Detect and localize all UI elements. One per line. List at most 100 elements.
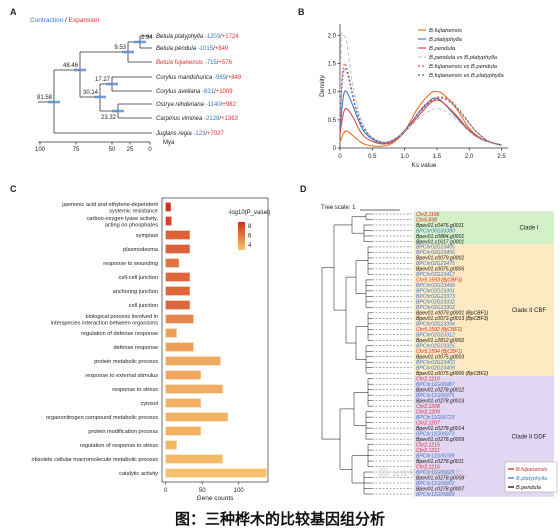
go-bar: [165, 244, 190, 254]
gene-leaf-label: Bpev01.c0278.g0007: [416, 486, 464, 492]
taxon-expansion: +1009: [216, 89, 234, 95]
clade-background: [414, 244, 554, 376]
species-legend-label: B.platyphylla: [516, 476, 547, 482]
gene-leaf-label: Bpev01.c0278.g0008: [416, 475, 464, 481]
go-colorbar: [238, 222, 245, 250]
go-bar: [165, 202, 171, 212]
time-axis-tick-label: 75: [73, 147, 80, 153]
taxon-name: Betula platyphylla: [156, 34, 205, 40]
clade-label: Clade I: [519, 226, 538, 232]
ks-x-tick-label: 0: [338, 154, 342, 160]
ks-x-tick-label: 0.5: [368, 154, 377, 160]
gene-leaf-label: BPChr11G06973: [416, 431, 455, 437]
gene-leaf-label: BPChr02G23394: [416, 322, 455, 328]
gene-leaf-label: Chr2.1208: [416, 404, 440, 410]
go-category-label: protein modification process: [88, 429, 158, 435]
go-category-label: interspecies interaction between organis…: [51, 320, 158, 326]
go-category-label: obsolete cellular macromolecule metaboli…: [31, 457, 158, 463]
go-category-label: jasmonic acid and ethylene-dependent: [61, 202, 158, 208]
gene-leaf-label: BPChr11G06987: [416, 382, 455, 388]
taxon-expansion: +982: [222, 102, 236, 108]
gene-leaf-label: BPChr02G23325: [416, 344, 455, 350]
node-age-label: 9.53: [114, 45, 126, 51]
go-bar: [165, 328, 177, 338]
taxon-name: Betula fujianensis: [156, 60, 205, 66]
taxon-separator: /: [217, 60, 219, 66]
go-bar: [165, 342, 194, 352]
watermark-text: 公众号 · 中国科学院...: [392, 468, 470, 478]
gene-leaf-label: BPChr02G23312: [416, 333, 455, 339]
go-category-label: regulation of response to stress: [80, 443, 158, 449]
taxon-expansion: +849: [215, 46, 229, 52]
go-category-label: protein metabolic process: [94, 359, 158, 365]
go-bar: [165, 216, 172, 226]
taxon-expansion: +576: [218, 60, 232, 66]
time-axis-tick-label: 100: [35, 147, 46, 153]
go-bar: [165, 384, 223, 394]
gene-leaf-label: BPChr11G06723: [416, 415, 455, 421]
ks-series-line: [339, 99, 502, 146]
taxon-separator: /: [214, 89, 216, 95]
go-bar: [165, 286, 190, 296]
go-plot-frame: [161, 197, 269, 483]
ks-series-line: [339, 90, 502, 146]
taxon-contraction: -1015: [198, 46, 214, 52]
go-category-label: anchoring junction: [113, 289, 158, 295]
ks-y-tick-label: 1.0: [328, 90, 337, 96]
ks-legend-label: B.fujianensis: [429, 28, 462, 34]
go-bar: [165, 230, 190, 240]
gene-leaf-label: BPChr11G06789: [416, 453, 455, 459]
gene-leaf-label: Chr2.1211: [416, 448, 440, 454]
go-bar: [165, 454, 223, 464]
gene-leaf-label: Bpev01.c0073.g0013 (BpCBF3): [416, 316, 489, 322]
gene-leaf-label: Bpev01.c0278.g0013: [416, 398, 464, 404]
gene-leaf-label: BPChr02G23409: [416, 366, 455, 372]
legend-expansion: Expansion: [69, 17, 100, 24]
go-category-label: response to wounding: [103, 261, 158, 267]
gene-leaf-label: Bpev01.c0278.g0014: [416, 426, 464, 432]
gene-leaf-label: BPChr02G23403: [416, 360, 455, 366]
go-category-label: response to external stimulus: [85, 373, 158, 379]
gene-leaf-label: BPChr02G23373: [416, 294, 455, 300]
ks-y-tick-label: 1.5: [328, 61, 337, 67]
go-category-label: plasmodesma: [123, 247, 159, 253]
ks-series-line: [339, 32, 502, 146]
taxon-name: Ostrya rehderiana: [156, 102, 206, 108]
gene-leaf-label: Chr2.1216: [416, 464, 440, 470]
node-age-label: 30.14: [83, 90, 99, 96]
go-bar: [165, 356, 221, 366]
taxon-expansion: +7027: [207, 131, 225, 137]
go-bar: [165, 370, 201, 380]
gene-leaf-label: Chr6.838: [416, 217, 437, 223]
go-category-label: response to stress: [112, 387, 158, 393]
gene-leaf-label: Bpev01.c0075.g0006 (BpCBF2): [416, 371, 489, 377]
node-age-bar: [122, 50, 134, 54]
gene-leaf-label: Bpev01.c2812.g0002: [416, 338, 464, 344]
ks-series-line: [339, 68, 502, 146]
gene-leaf-label: Chr2.1210: [416, 377, 440, 383]
taxon-label: Ostrya rehderiana -1140/+982: [156, 102, 236, 108]
go-category-label: symplast: [136, 233, 159, 239]
taxon-label: Carpinus viminea -2128/+1363: [156, 116, 239, 122]
taxon-name: Corylus avellana: [156, 89, 202, 95]
taxon-label: Betula platyphylla -1203/+1724: [156, 34, 239, 40]
time-axis-unit: Mya: [163, 140, 175, 146]
taxon-expansion: +1363: [221, 116, 239, 122]
gene-leaf-label: Bpev01.c0278.g0011: [416, 459, 464, 465]
node-age-bar: [106, 82, 118, 86]
go-x-tick-label: 0: [164, 488, 168, 494]
panel-b-letter: B: [298, 7, 305, 17]
taxon-separator: /: [219, 116, 221, 122]
go-bar: [165, 398, 201, 408]
taxon-name: Carpinus viminea: [156, 116, 204, 122]
go-legend-title: -log10(P_value): [228, 210, 270, 216]
gene-leaf-label: Bpev01.c0075.g0005: [416, 267, 464, 273]
legend-separator: /: [63, 17, 68, 24]
taxon-expansion: +1724: [222, 34, 240, 40]
taxon-contraction: -831: [202, 89, 215, 95]
ks-y-tick-label: 2.0: [328, 33, 337, 39]
gene-leaf-label: Chr2.1196: [416, 212, 440, 218]
gene-leaf-label: BPChr11G06825: [416, 470, 455, 476]
go-bar: [165, 426, 201, 436]
ks-x-tick-label: 1.0: [400, 154, 409, 160]
